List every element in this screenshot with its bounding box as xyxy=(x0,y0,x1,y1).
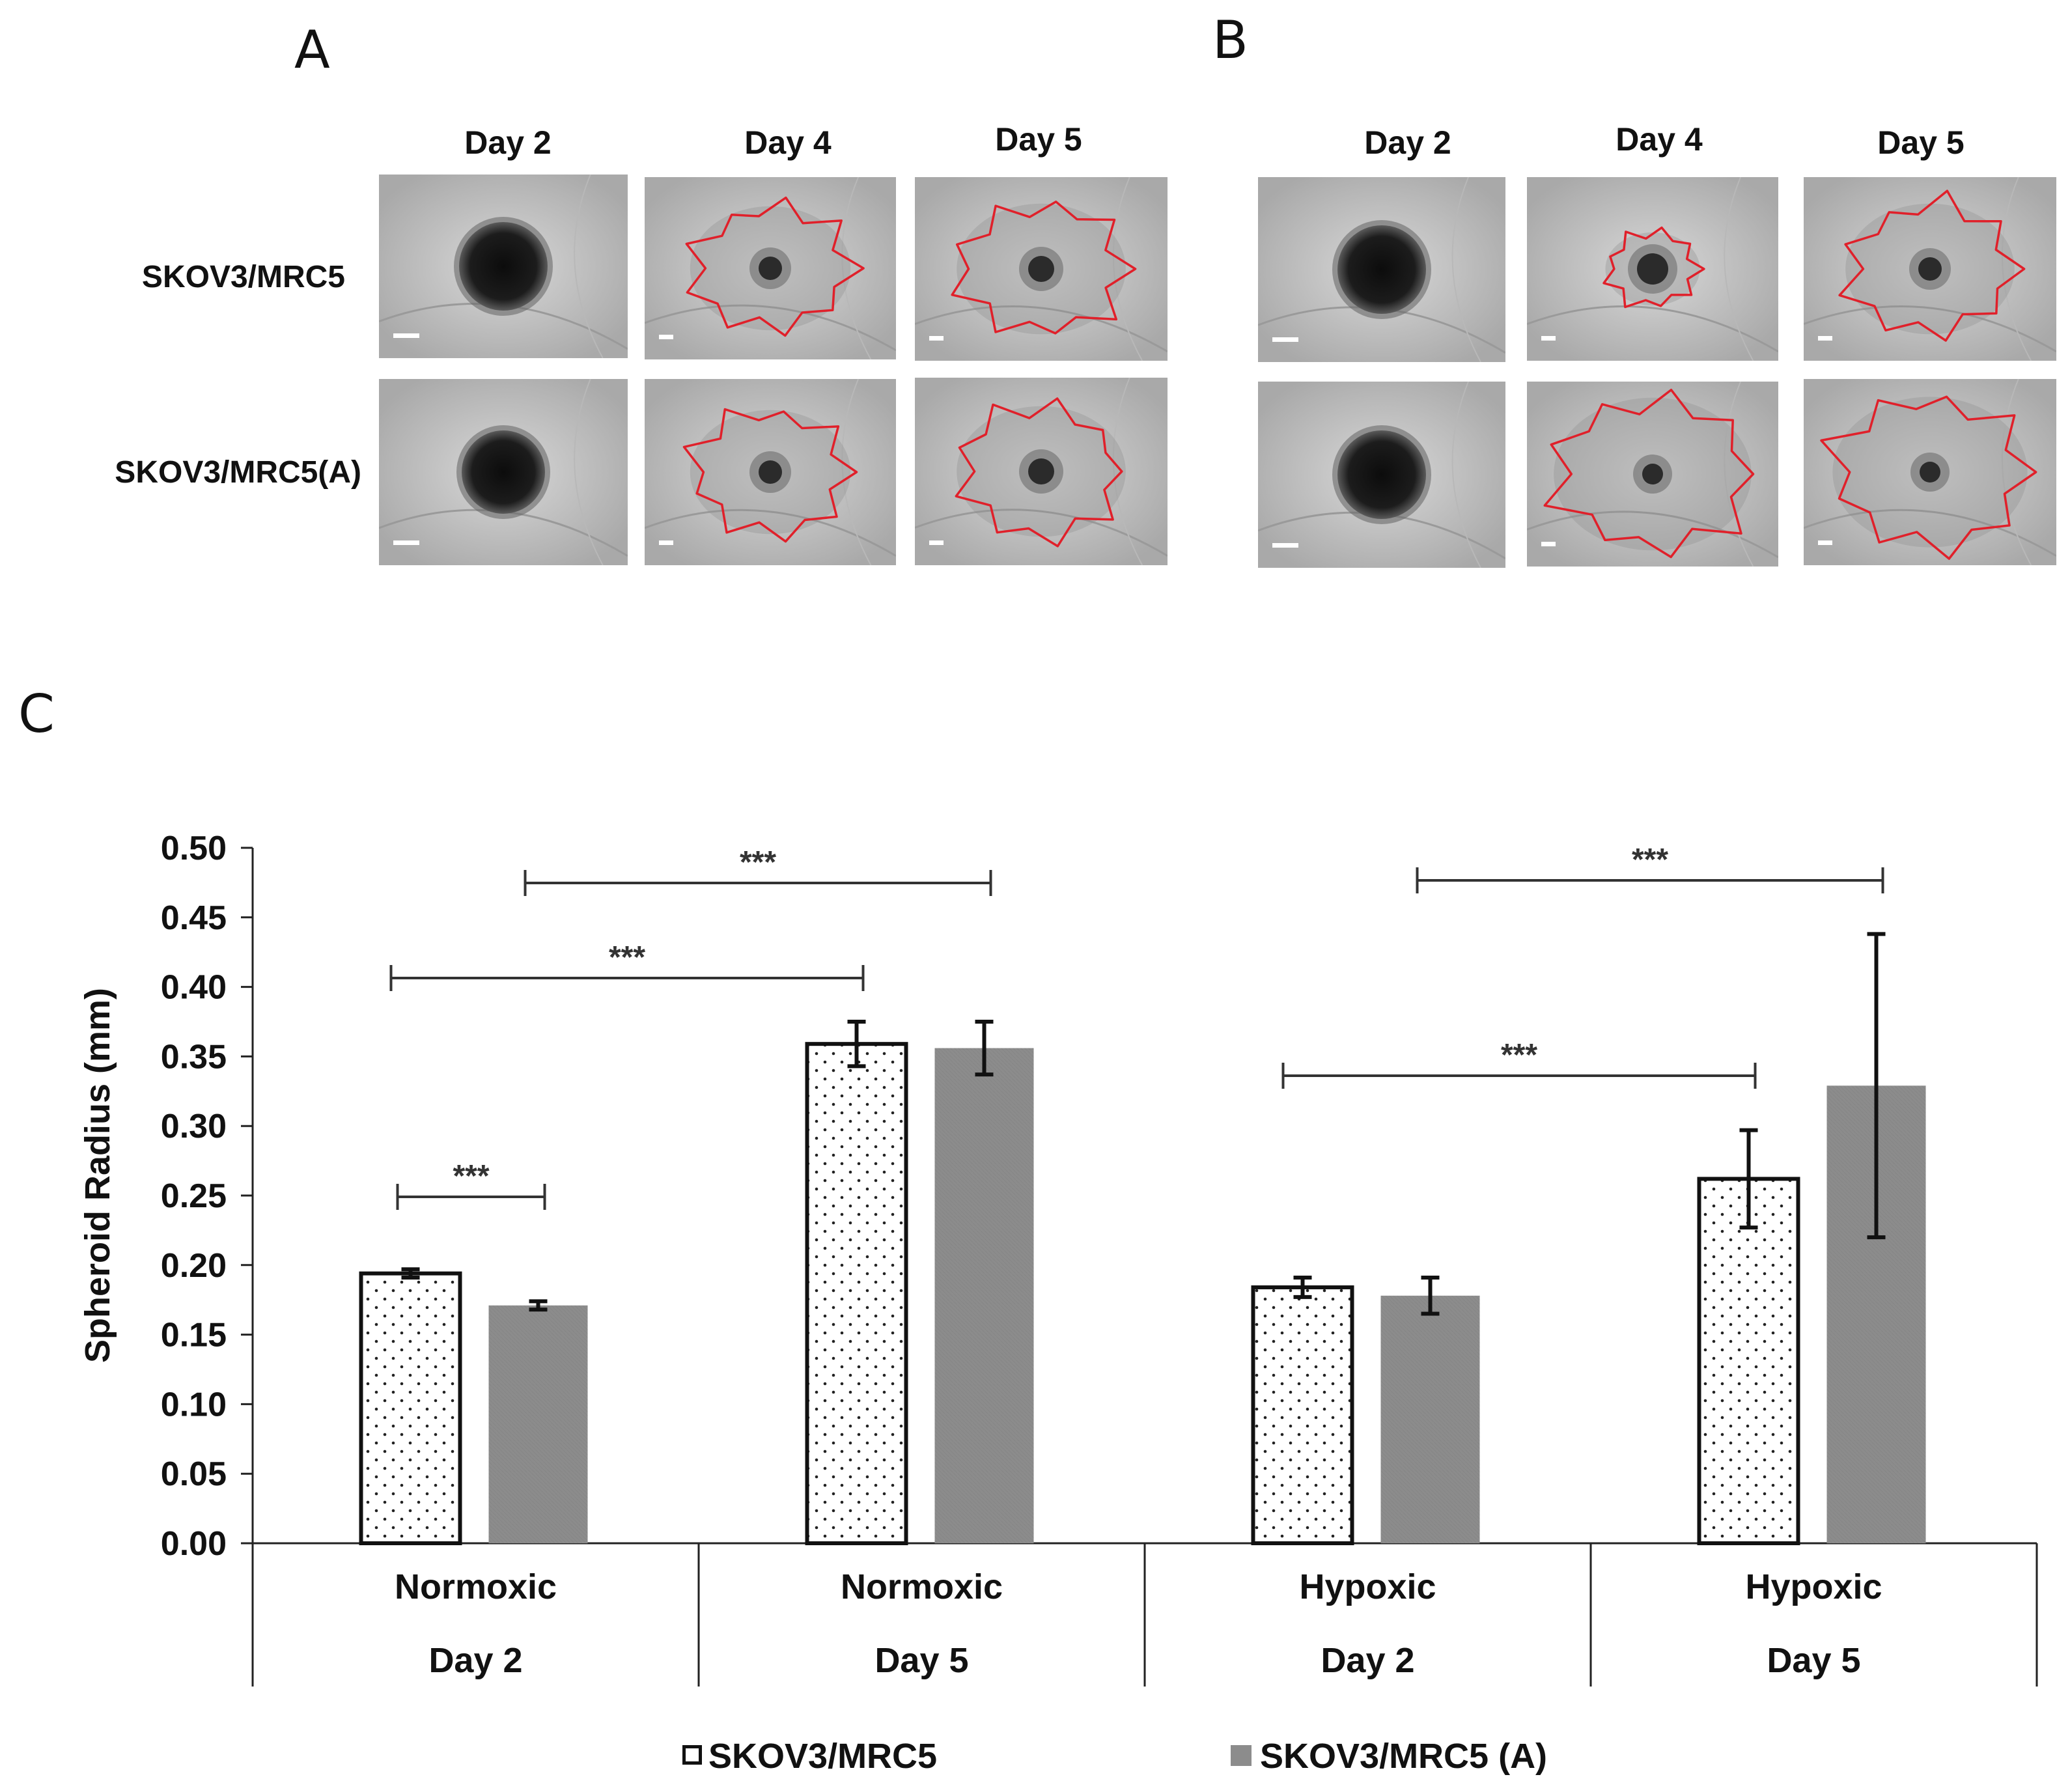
y-tick-label: 0.50 xyxy=(161,830,227,867)
y-tick-label: 0.10 xyxy=(161,1386,227,1423)
x-category-condition: Hypoxic xyxy=(1745,1567,1882,1606)
panel-c-label: C xyxy=(18,684,55,744)
panel-b-day4-heading: Day 4 xyxy=(1615,121,1703,158)
panel-a-label: A xyxy=(294,20,330,80)
x-category-condition: Hypoxic xyxy=(1299,1567,1436,1606)
legend: SKOV3/MRC5 SKOV3/MRC5 (A) xyxy=(677,1732,1654,1778)
x-category-condition: Normoxic xyxy=(841,1567,1003,1606)
micrograph-b-r1-c3 xyxy=(1804,177,2056,361)
legend-swatch-skov3-mrc5a xyxy=(1231,1745,1252,1766)
panel-a-day4-heading: Day 4 xyxy=(744,124,832,161)
micrograph-b-r1-c2 xyxy=(1527,177,1778,361)
significance-label: *** xyxy=(609,940,645,975)
bar-skov3-mrc5 xyxy=(1251,1285,1354,1545)
legend-label-skov3-mrc5a: SKOV3/MRC5 (A) xyxy=(1260,1737,1548,1776)
micrograph-b-r2-c2 xyxy=(1527,382,1778,567)
bar-skov3-mrc5 xyxy=(805,1042,908,1545)
bar-skov3-mrc5 xyxy=(359,1271,462,1545)
micrograph-a-r1-c2 xyxy=(645,177,896,359)
micrograph-b-r1-c1 xyxy=(1258,177,1505,362)
x-category-day: Day 5 xyxy=(1767,1641,1860,1680)
bar-skov3-mrc5 xyxy=(1697,1177,1800,1546)
bar-skov3-mrc5a xyxy=(488,1305,588,1543)
y-axis-title: Spheroid Radius (mm) xyxy=(78,988,117,1363)
legend-swatch-skov3-mrc5 xyxy=(682,1745,702,1765)
y-tick-label: 0.45 xyxy=(161,899,227,937)
panel-b-label: B xyxy=(1212,10,1248,70)
y-tick-label: 0.25 xyxy=(161,1177,227,1215)
y-tick-label: 0.20 xyxy=(161,1247,227,1285)
panel-a-row-skov3-mrc5a: SKOV3/MRC5(A) xyxy=(115,455,361,490)
y-tick-label: 0.05 xyxy=(161,1455,227,1493)
significance-label: *** xyxy=(453,1159,489,1194)
micrograph-a-r2-c1 xyxy=(379,379,628,565)
y-tick-label: 0.35 xyxy=(161,1038,227,1076)
micrograph-a-r2-c3 xyxy=(915,378,1168,565)
y-tick-label: 0.15 xyxy=(161,1317,227,1354)
panel-b-day2-heading: Day 2 xyxy=(1364,124,1451,161)
y-tick-label: 0.40 xyxy=(161,969,227,1007)
micrograph-a-r2-c2 xyxy=(645,379,896,565)
bar-skov3-mrc5a xyxy=(1826,1085,1926,1543)
y-tick-label: 0.00 xyxy=(161,1525,227,1563)
x-category-day: Day 2 xyxy=(428,1641,522,1680)
x-category-day: Day 5 xyxy=(874,1641,968,1680)
panel-a-row-skov3-mrc5: SKOV3/MRC5 xyxy=(141,260,345,294)
x-category-day: Day 2 xyxy=(1321,1641,1414,1680)
bar-skov3-mrc5a xyxy=(934,1048,1034,1543)
panel-a-day5-heading: Day 5 xyxy=(995,121,1082,158)
significance-label: *** xyxy=(740,845,776,880)
micrograph-a-r1-c3 xyxy=(915,177,1168,361)
x-category-condition: Normoxic xyxy=(395,1567,557,1606)
significance-label: *** xyxy=(1501,1038,1537,1072)
bar-skov3-mrc5a xyxy=(1380,1295,1480,1543)
micrograph-b-r2-c3 xyxy=(1804,379,2056,565)
legend-label-skov3-mrc5: SKOV3/MRC5 xyxy=(708,1737,938,1776)
panel-b-day5-heading: Day 5 xyxy=(1877,124,1965,161)
significance-label: *** xyxy=(1632,843,1668,877)
panel-a-day2-heading: Day 2 xyxy=(464,124,552,161)
y-tick-label: 0.30 xyxy=(161,1108,227,1145)
micrograph-a-r1-c1 xyxy=(379,175,628,358)
micrograph-b-r2-c1 xyxy=(1258,382,1505,568)
